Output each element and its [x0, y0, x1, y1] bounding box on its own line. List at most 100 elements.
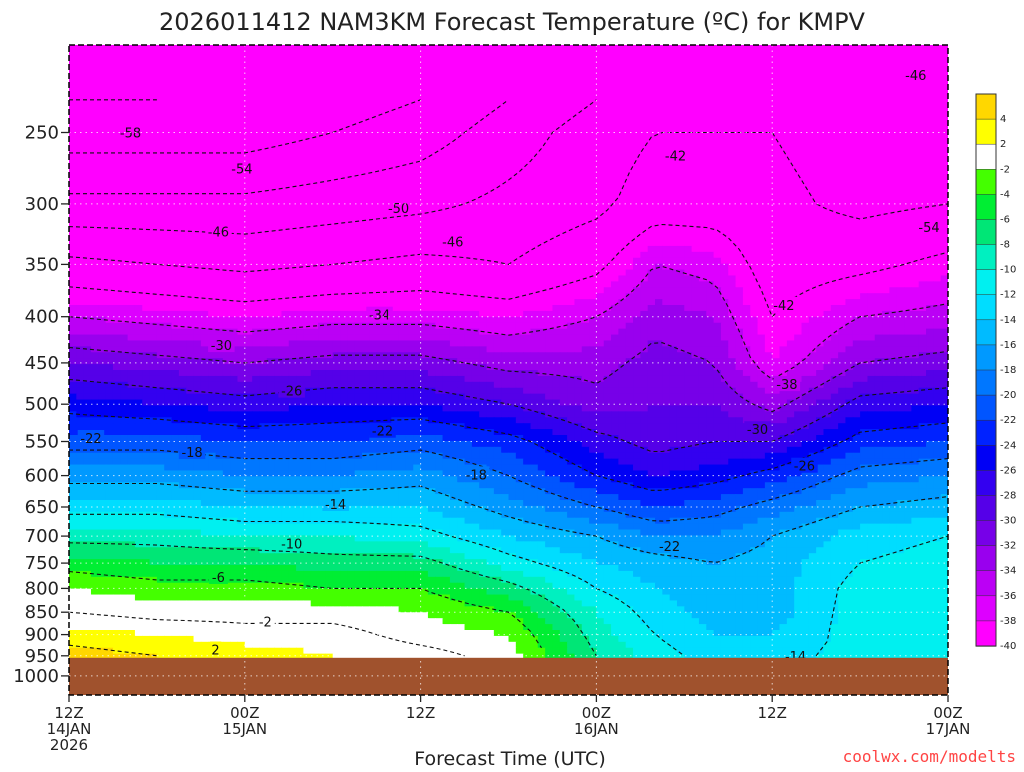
field-cell [156, 222, 165, 229]
field-cell [420, 192, 429, 200]
field-cell [464, 56, 473, 64]
field-cell [823, 240, 832, 247]
field-cell [244, 115, 253, 123]
field-cell [391, 127, 400, 135]
field-cell [889, 68, 898, 76]
field-cell [413, 157, 422, 164]
field-cell [713, 186, 722, 194]
field-cell [149, 186, 158, 194]
field-cell [882, 62, 890, 70]
field-cell [603, 216, 612, 223]
field-cell [427, 145, 436, 152]
field-cell [508, 287, 517, 294]
field-cell [764, 204, 773, 212]
field-cell [442, 263, 451, 271]
field-cell [303, 251, 312, 259]
field-cell [90, 245, 99, 253]
field-cell [171, 74, 180, 82]
field-cell [552, 287, 561, 294]
field-cell [552, 186, 561, 194]
field-cell [413, 50, 422, 58]
field-cell [383, 192, 392, 200]
field-cell [83, 110, 92, 117]
field-cell [545, 257, 554, 265]
field-cell [603, 121, 612, 129]
field-cell [691, 68, 700, 76]
field-cell [442, 62, 451, 70]
field-cell [735, 204, 744, 212]
field-cell [537, 157, 546, 164]
field-cell [237, 228, 246, 235]
field-cell [142, 275, 151, 282]
field-cell [874, 269, 883, 277]
field-cell [662, 169, 671, 176]
field-cell [676, 86, 685, 93]
field-cell [816, 56, 825, 64]
field-cell [383, 115, 392, 123]
field-cell [933, 275, 942, 282]
field-cell [420, 222, 429, 229]
field-cell [340, 80, 348, 87]
field-cell [816, 62, 825, 70]
field-cell [581, 139, 590, 147]
field-cell [772, 163, 781, 170]
field-cell [794, 62, 803, 70]
field-cell [676, 45, 685, 52]
field-cell [764, 186, 773, 194]
field-cell [288, 222, 297, 229]
field-cell [457, 92, 466, 99]
field-cell [772, 240, 781, 247]
field-cell [786, 68, 795, 76]
field-cell [545, 251, 554, 259]
field-cell [215, 80, 224, 87]
field-cell [735, 257, 744, 265]
field-cell [369, 180, 378, 188]
field-cell [215, 175, 224, 182]
field-cell [105, 216, 114, 223]
field-cell [369, 245, 378, 253]
field-cell [303, 127, 312, 135]
field-cell [259, 145, 268, 152]
field-cell [171, 240, 180, 247]
field-cell [728, 98, 737, 105]
field-cell [874, 240, 883, 247]
field-cell [164, 204, 173, 212]
field-cell [735, 56, 744, 64]
field-cell [735, 169, 744, 176]
field-cell [391, 121, 400, 129]
field-cell [698, 192, 707, 200]
field-cell [867, 92, 876, 99]
field-cell [742, 151, 751, 158]
field-cell [830, 216, 839, 223]
field-cell [603, 145, 612, 152]
field-cell [259, 198, 268, 206]
field-cell [69, 80, 77, 87]
field-cell [684, 234, 693, 241]
field-cell [786, 198, 795, 206]
field-cell [281, 269, 290, 277]
field-cell [816, 50, 825, 58]
field-cell [237, 104, 246, 111]
field-cell [347, 45, 356, 52]
field-cell [186, 98, 195, 105]
field-cell [713, 145, 722, 152]
field-cell [794, 245, 803, 253]
field-cell [860, 110, 869, 117]
field-cell [611, 50, 619, 58]
field-cell [76, 74, 85, 82]
field-cell [735, 234, 744, 241]
field-cell [98, 192, 107, 200]
field-cell [325, 56, 334, 64]
field-cell [178, 240, 187, 247]
field-cell [676, 80, 685, 87]
field-cell [288, 127, 297, 135]
field-cell [142, 151, 151, 158]
field-cell [149, 192, 158, 200]
field-cell [296, 186, 304, 194]
field-cell [237, 245, 246, 253]
field-cell [581, 110, 590, 117]
field-cell [625, 263, 634, 271]
field-cell [303, 92, 312, 99]
field-cell [559, 251, 568, 259]
field-cell [625, 68, 634, 76]
